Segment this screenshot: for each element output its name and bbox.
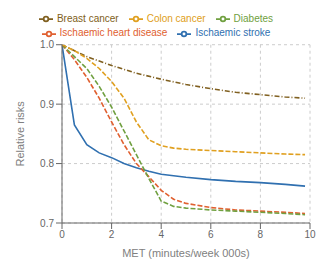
svg-text:MET (minutes/week 000s): MET (minutes/week 000s) <box>122 247 250 259</box>
svg-text:8: 8 <box>258 229 264 240</box>
svg-text:2: 2 <box>109 229 115 240</box>
svg-text:Relative risks: Relative risks <box>14 101 26 167</box>
html-text:Colon cancer: Colon cancer <box>146 13 206 24</box>
svg-text:4: 4 <box>158 229 164 240</box>
svg-text:0: 0 <box>59 229 65 240</box>
svg-text:6: 6 <box>208 229 214 240</box>
svg-text:0.9: 0.9 <box>40 99 54 110</box>
html-text:Ischaemic stroke: Ischaemic stroke <box>195 27 271 39</box>
svg-text:0.7: 0.7 <box>40 218 54 229</box>
svg-text:0.8: 0.8 <box>40 158 54 169</box>
html-text:Breast cancer: Breast cancer <box>57 13 119 24</box>
html-text:Ischaemic heart disease: Ischaemic heart disease <box>59 27 168 39</box>
svg-text:1.0: 1.0 <box>40 39 54 50</box>
html-text:Diabetes: Diabetes <box>233 13 273 24</box>
svg-text:10: 10 <box>304 229 316 240</box>
